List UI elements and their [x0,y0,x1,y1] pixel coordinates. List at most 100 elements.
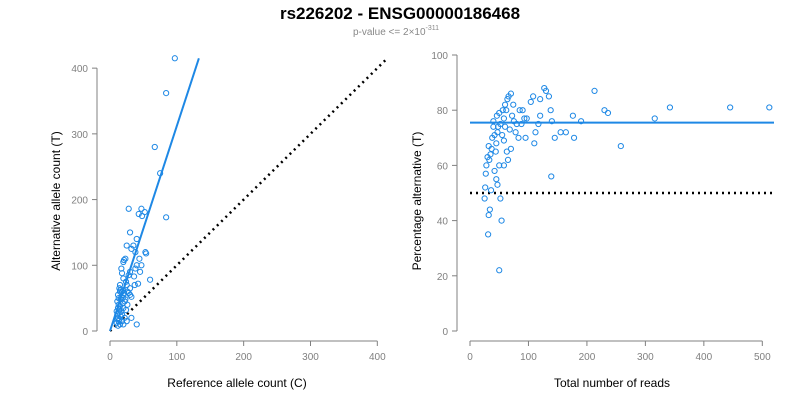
right-data-point [570,134,578,141]
left-data-point [114,298,121,305]
left-data-point [128,314,135,321]
right-data-point [493,112,500,119]
right-data-point [532,129,539,136]
panel-left: 0 100 200 300 400 0 100 200 300 400 Reference alle… [49,55,389,390]
right-x-axis-label: Total number of reads [554,376,670,390]
p-value-prefix: p-value <= 2 [353,27,409,38]
left-data-point [138,262,145,269]
right-y-tick-label: 0 [442,327,448,338]
right-data-point [562,129,569,136]
right-data-point [537,112,544,119]
left-data-point [122,296,129,303]
left-data-point [116,281,124,289]
left-data-point [136,268,144,275]
right-y-tick-label: 40 [437,217,449,228]
right-data-point [486,206,493,213]
right-data-point [577,118,585,125]
left-data-point [126,229,134,236]
right-data-point [504,96,511,103]
right-x-tick-label: 300 [637,352,654,363]
right-data-point [727,104,734,111]
p-value-annotation: p-value <= 2×10-311 [353,25,439,38]
right-data-point [530,93,537,100]
right-data-point [507,145,515,152]
right-data-point [537,96,544,103]
right-data-point [485,231,492,238]
right-data-point [513,120,520,128]
right-data-point [493,140,500,147]
right-data-point [545,93,553,100]
right-data-point [500,115,508,122]
right-data-point [515,134,522,141]
right-data-point [481,195,488,202]
left-data-point [123,318,130,325]
right-data-point [551,134,558,141]
left-data-point [131,281,138,289]
right-x-tick-label: 0 [467,352,473,363]
right-data-point [557,129,564,136]
left-x-tick-label: 300 [302,352,319,363]
right-data-point [482,170,489,177]
left-data-point [118,265,125,272]
left-data-point [141,208,148,216]
chart-title: rs226202 - ENSG00000186468 [280,4,520,23]
left-data-point [133,262,140,269]
left-data-point [171,55,178,62]
right-data-point [504,156,512,163]
left-data-point [136,255,143,262]
right-data-point [485,142,492,150]
left-data-point [123,242,130,249]
right-data-point [491,167,498,175]
left-data-point [132,249,139,256]
left-data-point [122,255,129,262]
left-data-point [116,306,123,313]
left-x-tick-label: 400 [369,352,386,363]
left-data-point [118,311,126,318]
right-data-point [516,107,523,114]
right-x-tick-label: 500 [754,352,771,363]
left-data-point [122,278,130,285]
left-data-point [133,235,140,243]
right-data-point [483,162,490,169]
left-data-point [120,258,127,266]
left-data-point [126,268,134,275]
right-y-axis-label: Percentage alternative (T) [410,132,424,271]
right-data-point [617,142,624,150]
left-reference-line [109,57,389,332]
right-data-point [505,93,512,100]
right-data-point [519,107,526,114]
right-data-point [569,112,576,119]
left-x-axis-label: Reference allele count (C) [167,376,306,390]
left-data-point [146,276,154,283]
right-data-point [492,148,499,155]
left-data-point [151,143,158,151]
p-value-times: × [409,27,415,38]
right-y-tick-label: 60 [437,161,449,172]
right-data-point [512,129,519,136]
right-data-point [496,162,503,169]
left-data-point [123,281,130,289]
right-data-point [651,115,658,122]
left-y-tick-label: 0 [82,327,88,338]
right-y-tick-label: 20 [437,272,449,283]
left-data-point [115,301,122,308]
right-data-point [499,107,506,114]
right-data-point [666,104,674,111]
left-data-point [125,205,132,212]
right-data-point [523,115,530,122]
right-data-point [541,85,548,92]
right-data-point [501,101,509,108]
right-data-point [548,118,555,125]
left-x-tick-label: 100 [168,352,185,363]
left-data-point [163,214,170,221]
right-data-point [604,109,612,117]
left-data-point [134,280,142,287]
left-y-tick-label: 200 [71,196,88,207]
left-x-tick-label: 0 [107,352,113,363]
p-value-base: 10 [414,27,426,38]
left-data-point [117,286,124,293]
left-data-point [132,265,139,272]
right-data-point [494,181,501,188]
